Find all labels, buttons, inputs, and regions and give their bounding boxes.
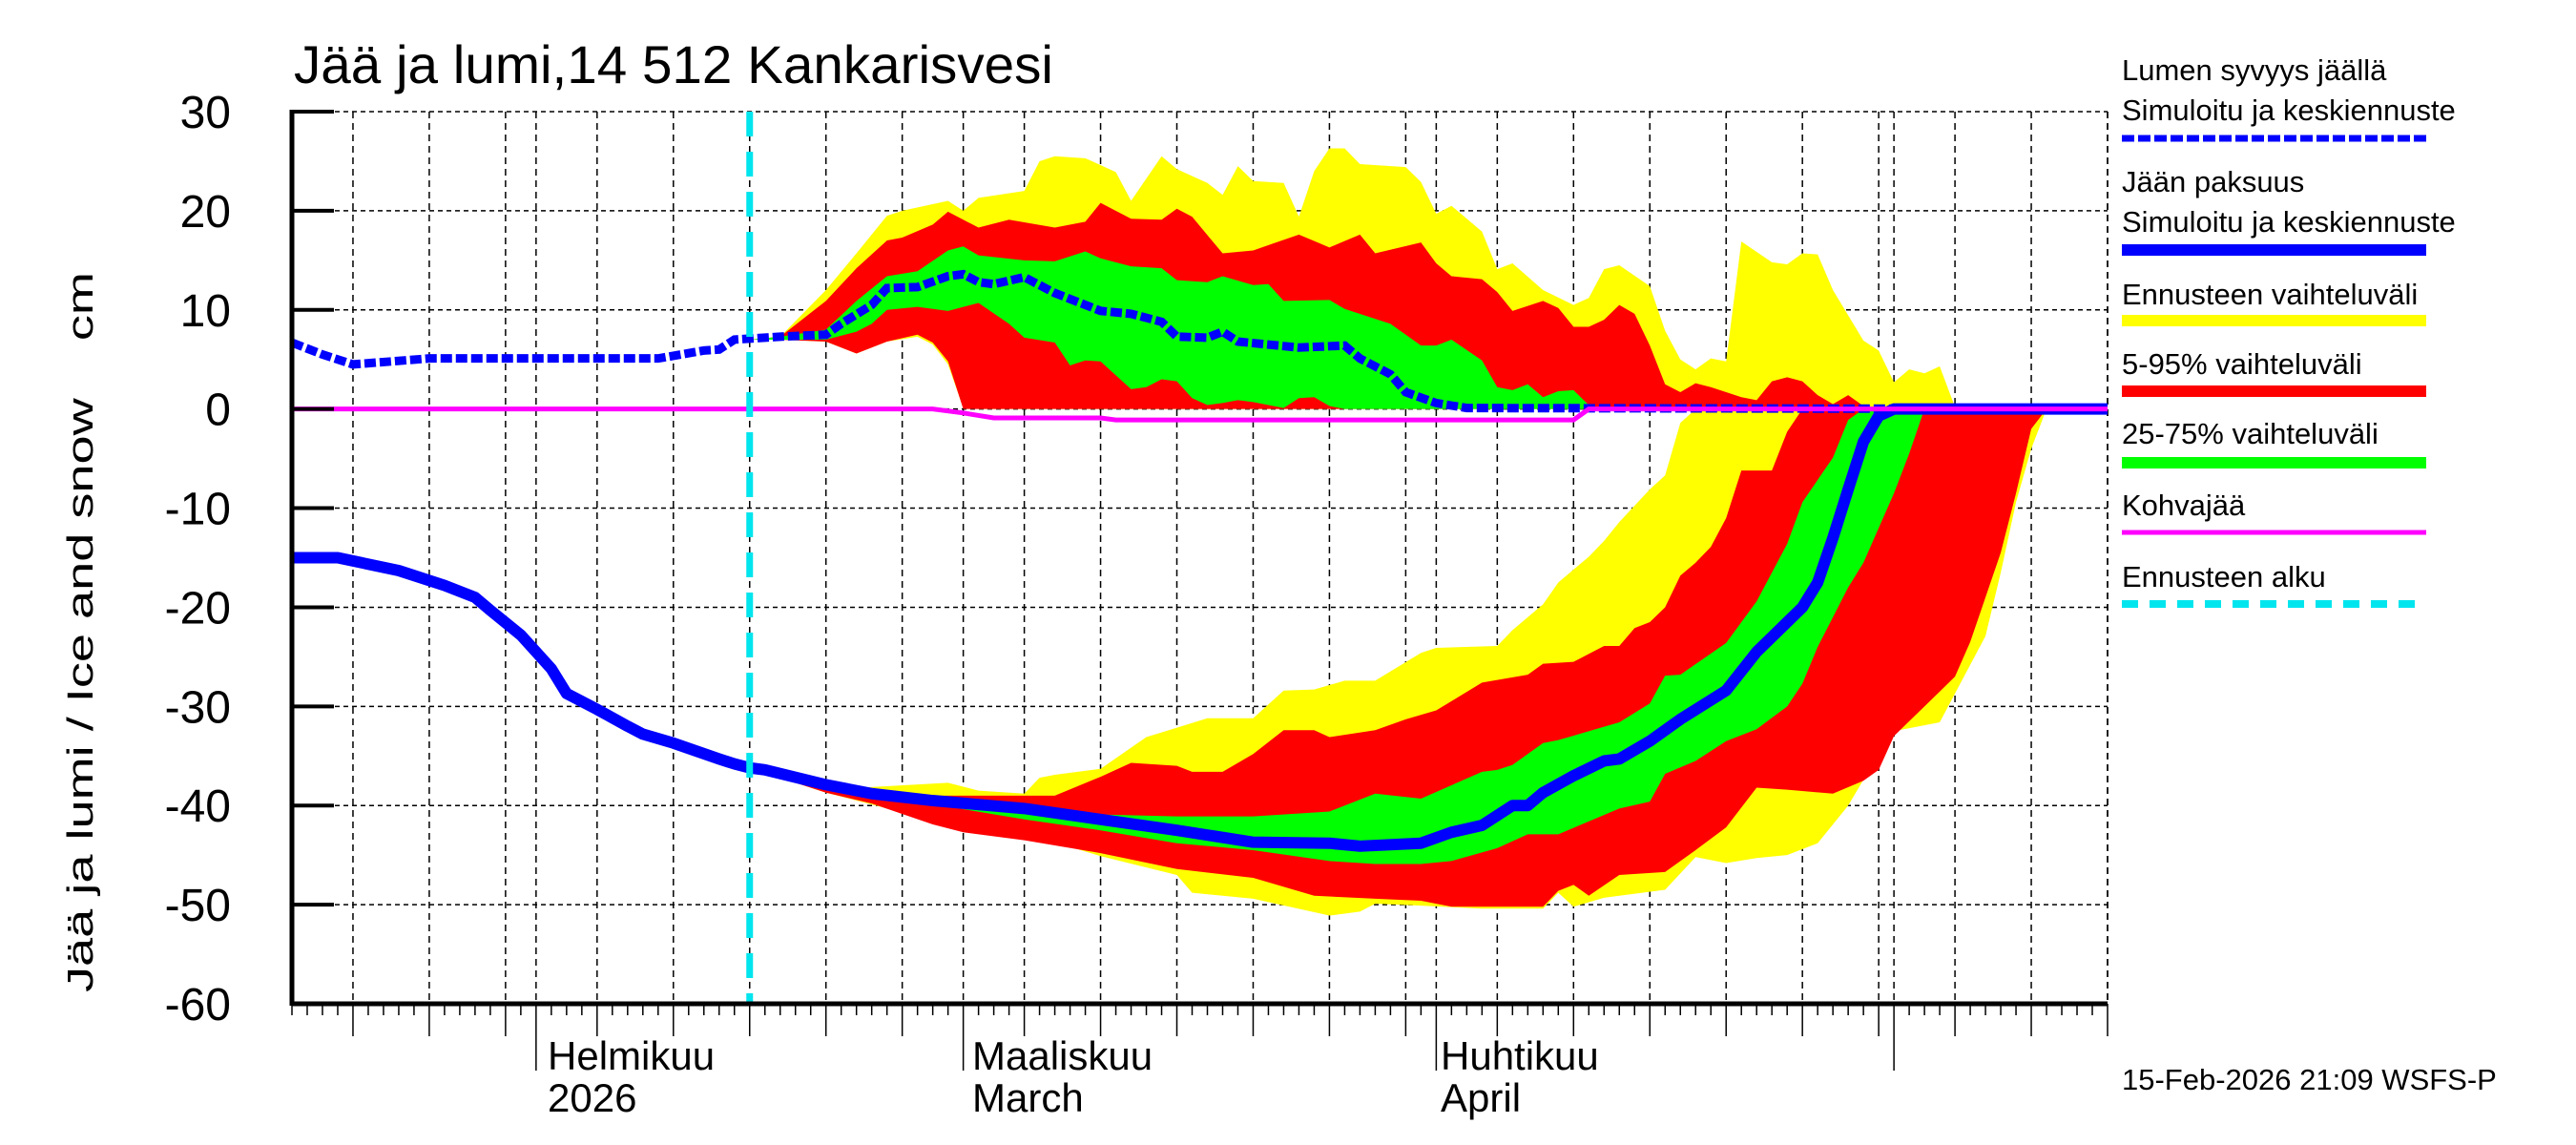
legend-ice-label: Jään paksuus bbox=[2122, 165, 2304, 198]
y-tick-label: -50 bbox=[165, 881, 231, 931]
legend-forecast-start-label: Ennusteen alku bbox=[2122, 560, 2326, 593]
x-month-sublabel-mar: March bbox=[972, 1075, 1084, 1120]
legend-p5-95-label: 5-95% vaihteluväli bbox=[2122, 347, 2362, 381]
snow-25-75-band bbox=[749, 246, 2108, 409]
y-tick-labels: 30 20 10 0 -10 -20 -30 -40 -50 -60 bbox=[165, 88, 231, 1030]
ice-thickness-line bbox=[292, 403, 2108, 852]
y-tick-label: -30 bbox=[165, 682, 231, 733]
legend-range-label: Ennusteen vaihteluväli bbox=[2122, 278, 2418, 311]
timestamp-footer: 15-Feb-2026 21:09 WSFS-P bbox=[2122, 1063, 2497, 1096]
y-tick-label: -20 bbox=[165, 583, 231, 634]
snow-depth-line bbox=[290, 269, 2109, 414]
y-tick-label: 10 bbox=[180, 286, 231, 337]
x-month-label-mar: Maaliskuu bbox=[972, 1033, 1153, 1078]
slush-ice-line bbox=[292, 406, 2108, 423]
legend-snow-label: Lumen syvyys jäällä bbox=[2122, 53, 2387, 87]
bands bbox=[749, 148, 2108, 916]
x-month-label-feb: Helmikuu bbox=[548, 1033, 715, 1078]
y-tick-label: -60 bbox=[165, 980, 231, 1030]
legend-ice-sublabel: Simuloitu ja keskiennuste bbox=[2122, 205, 2456, 239]
y-tick-label: -40 bbox=[165, 781, 231, 832]
legend-slush-label: Kohvajää bbox=[2122, 489, 2246, 522]
x-month-sublabel-feb: 2026 bbox=[548, 1075, 636, 1120]
y-tick-label: 20 bbox=[180, 187, 231, 238]
chart-title: Jää ja lumi,14 512 Kankarisvesi bbox=[294, 34, 1053, 94]
y-tick-label: 0 bbox=[205, 385, 231, 436]
legend-snow-sublabel: Simuloitu ja keskiennuste bbox=[2122, 94, 2456, 127]
x-month-label-apr: Huhtikuu bbox=[1441, 1033, 1599, 1078]
y-axis-label: Jää ja lumi / Ice and snow cm bbox=[61, 272, 101, 992]
ice-5-95-band bbox=[749, 408, 2108, 907]
legend-p25-75-label: 25-75% vaihteluväli bbox=[2122, 417, 2379, 450]
x-month-sublabel-apr: April bbox=[1441, 1075, 1521, 1120]
y-tick-label: -10 bbox=[165, 485, 231, 535]
legend: Lumen syvyys jäällä Simuloitu ja keskien… bbox=[2122, 53, 2456, 608]
y-tick-label: 30 bbox=[180, 88, 231, 138]
axes bbox=[289, 110, 2109, 1071]
series-lines bbox=[290, 112, 2109, 1004]
